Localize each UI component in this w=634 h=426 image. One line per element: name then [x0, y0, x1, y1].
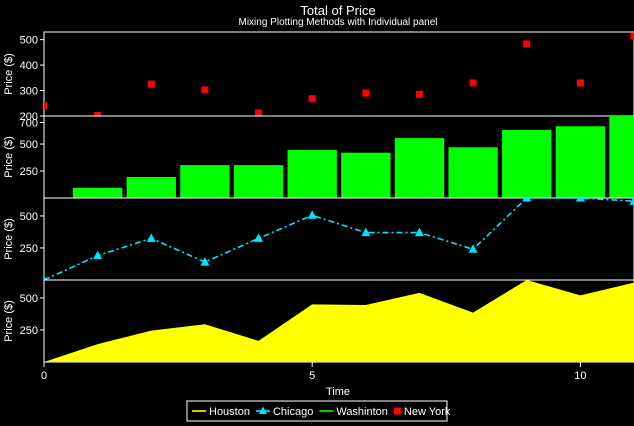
series-line	[44, 198, 634, 280]
y-tick-label: 250	[20, 166, 38, 178]
series-area	[44, 280, 634, 362]
point	[146, 233, 156, 242]
point	[468, 244, 478, 253]
legend-marker	[258, 406, 267, 414]
point	[307, 210, 317, 219]
panel-chicago: 250 500 Price ($)	[3, 197, 634, 281]
legend-label: Washinton	[336, 406, 388, 418]
point	[523, 40, 531, 48]
point	[575, 198, 585, 202]
point	[255, 109, 263, 116]
point	[469, 79, 477, 87]
y-axis-label: Price ($)	[3, 300, 15, 342]
point	[630, 32, 634, 40]
y-axis-label: Price ($)	[3, 53, 15, 95]
panel-houston: 250 500 Price ($)	[3, 279, 634, 363]
y-tick-label: 250	[20, 325, 38, 337]
bar	[72, 187, 123, 198]
bar	[287, 149, 337, 198]
y-tick-label: 700	[20, 117, 38, 129]
chart-subtitle: Mixing Plotting Methods with Individual …	[239, 17, 438, 28]
y-tick-label: 200	[20, 111, 38, 123]
point	[93, 250, 103, 260]
y-tick-label: 500	[20, 293, 38, 305]
y-tick-label: 400	[20, 60, 38, 72]
panel-frame	[43, 197, 634, 281]
plot-area	[44, 32, 634, 116]
point	[361, 227, 371, 237]
point	[415, 90, 423, 98]
legend-swatch	[393, 407, 401, 415]
x-tick-label: 0	[41, 370, 47, 382]
y-axis-label: Price ($)	[3, 218, 15, 260]
legend-label: Chicago	[273, 406, 313, 418]
y-axis-label: Price ($)	[3, 136, 15, 178]
legend-item-washinton: Washinton	[319, 406, 388, 418]
panel-washinton: 250 500 700 Price ($)	[3, 115, 634, 199]
panel-new-york: 200 300 400 500 Price ($)	[3, 31, 634, 123]
plot-area	[72, 116, 634, 198]
bar	[555, 126, 606, 198]
y-tick-label: 500	[20, 35, 38, 47]
point	[629, 198, 634, 205]
bar	[233, 165, 284, 198]
bar	[180, 165, 230, 198]
legend: Houston Chicago Washinton New York	[186, 400, 451, 422]
bar	[126, 176, 176, 198]
x-tick-label: 10	[574, 370, 586, 382]
bar	[341, 152, 391, 198]
point	[94, 111, 102, 116]
y-tick-label: 500	[20, 139, 38, 151]
bar	[502, 130, 552, 198]
bar	[394, 138, 445, 198]
point	[308, 95, 316, 103]
legend-box	[186, 400, 448, 422]
point	[576, 79, 584, 87]
chart-title: Total of Price	[300, 3, 375, 18]
bar	[609, 116, 634, 198]
point	[147, 80, 155, 88]
point	[201, 86, 209, 94]
x-axis-label: Time	[326, 386, 350, 398]
y-tick-label: 250	[20, 243, 38, 255]
legend-item-houston: Houston	[192, 406, 250, 418]
panel-frame	[43, 31, 634, 117]
legend-item-new-york: New York	[393, 406, 451, 418]
legend-item-chicago: Chicago	[255, 406, 313, 418]
point	[414, 227, 424, 237]
point	[254, 233, 264, 242]
point	[522, 198, 532, 202]
point	[44, 102, 48, 110]
legend-label: Houston	[209, 406, 250, 418]
x-axis: 0 5 10	[41, 362, 586, 382]
x-tick-label: 5	[309, 370, 315, 382]
legend-label: New York	[404, 406, 451, 418]
point	[200, 257, 210, 266]
y-tick-label: 300	[20, 86, 38, 98]
bar	[448, 147, 498, 198]
plot-area	[44, 198, 634, 280]
point	[362, 89, 370, 97]
point	[44, 275, 47, 280]
plot-area	[44, 280, 634, 362]
y-tick-label: 500	[20, 211, 38, 223]
